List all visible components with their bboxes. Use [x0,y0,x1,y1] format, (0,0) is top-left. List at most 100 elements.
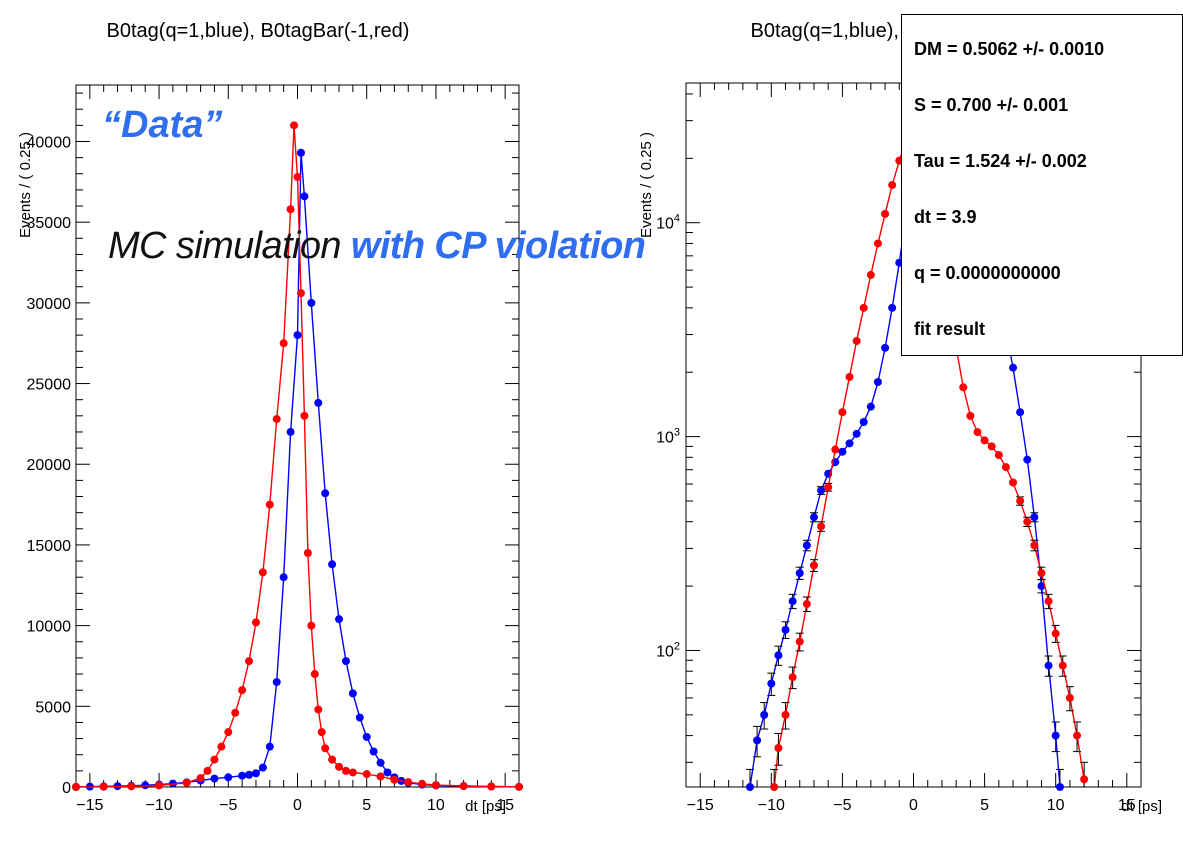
blue-data-point [265,742,274,751]
red-data-point [279,339,288,348]
red-data-point [831,445,840,454]
red-data-point [824,483,833,492]
blue-data-point [873,377,882,386]
blue-data-point [838,447,847,456]
y-axis-label: Events / ( 0.25 ) [17,132,34,238]
red-data-point [210,755,219,764]
red-data-point [307,621,316,630]
blue-data-point [1055,783,1064,791]
blue-data-point [335,615,344,624]
blue-data-point [1009,363,1018,372]
red-data-point [459,782,468,791]
red-data-point [987,442,996,451]
red-data-point [99,782,108,791]
red-data-point [335,762,344,771]
x-axis-label: dt [ps] [465,798,506,815]
red-data-point [888,181,897,190]
red-data-point [310,670,319,679]
x-tick-label: 15 [1118,797,1136,814]
blue-data-point [258,763,267,772]
blue-data-point [383,768,392,777]
red-data-point [418,779,427,788]
fit-param-q: q = 0.0000000000 [914,263,1061,283]
blue-data-point [1030,513,1039,522]
red-data-point [341,766,350,775]
y-tick-label: 10000 [27,619,72,636]
blue-data-point [238,771,247,780]
x-axis-label: dt [ps] [1121,798,1162,815]
blue-data-point [210,774,219,783]
blue-data-point [369,747,378,756]
y-tick-label: 104 [656,213,680,233]
blue-data-point [881,343,890,352]
mc-annotation-prefix: MC simulation [108,225,351,267]
red-data-point [802,599,811,608]
blue-data-point [224,773,233,782]
red-data-point [317,728,326,737]
red-data-point [788,673,797,682]
blue-data-point [1037,582,1046,591]
blue-data-point [328,560,337,569]
red-data-point [303,549,312,557]
red-data-point [487,782,496,791]
x-tick-label: −15 [76,797,103,814]
red-data-point [859,303,868,312]
fit-param-dm: DM = 0.5062 +/- 0.0010 [914,39,1105,59]
red-data-point [873,239,882,248]
y-tick-label: 5000 [35,699,71,716]
red-data-point [1073,731,1082,740]
fit-param-s: S = 0.700 +/- 0.001 [914,95,1069,115]
blue-data-point [1016,408,1025,417]
y-tick-label: 40000 [27,134,72,151]
blue-data-point [279,573,288,582]
red-data-point [203,766,212,775]
y-tick-label: 103 [656,427,680,447]
blue-data-point [788,597,797,606]
fit-param-tau: Tau = 1.524 +/- 0.002 [914,151,1087,171]
red-data-point [296,289,305,298]
blue-data-point [809,513,818,522]
red-data-point [272,415,281,424]
red-data-point [838,408,847,417]
blue-data-point [245,770,254,779]
x-tick-label: 15 [496,797,514,814]
x-tick-label: 5 [980,797,989,814]
red-data-point [817,522,826,531]
red-data-point [238,686,247,695]
blue-data-point [355,713,364,722]
red-data-point [127,782,136,791]
y-tick-label: 35000 [27,215,72,232]
y-tick-label: 15000 [27,538,72,555]
red-data-point [155,781,164,790]
linear-plot: B0tag(q=1,blue), B0tagBar(-1,red) Events… [17,20,523,815]
x-tick-label: −10 [145,797,172,814]
red-data-point [1016,496,1025,505]
red-data-point [866,270,875,279]
red-data-point [881,209,890,218]
red-data-point [973,428,982,437]
x-tick-label: −15 [687,797,714,814]
red-data-point [994,451,1003,460]
y-tick-label: 25000 [27,377,72,394]
blue-data-point [321,489,330,498]
blue-data-point [272,678,281,687]
blue-data-point [307,298,316,307]
blue-data-point [845,439,854,448]
blue-data-point [341,657,350,666]
red-data-point [774,744,783,753]
red-data-point [258,568,267,577]
red-data-point [251,618,260,627]
red-data-point [809,561,818,570]
y-axis-label: Events / ( 0.25 ) [638,132,655,238]
red-data-point [72,782,80,791]
blue-data-point [774,651,783,660]
blue-data-point [859,418,868,427]
red-data-point [1058,661,1067,670]
red-data-point [845,372,854,381]
blue-data-point [866,402,875,411]
y-tick-label: 20000 [27,457,72,474]
blue-data-point [348,689,357,698]
blue-data-point [251,769,260,778]
red-data-point [1030,541,1039,550]
red-data-point [293,172,302,181]
